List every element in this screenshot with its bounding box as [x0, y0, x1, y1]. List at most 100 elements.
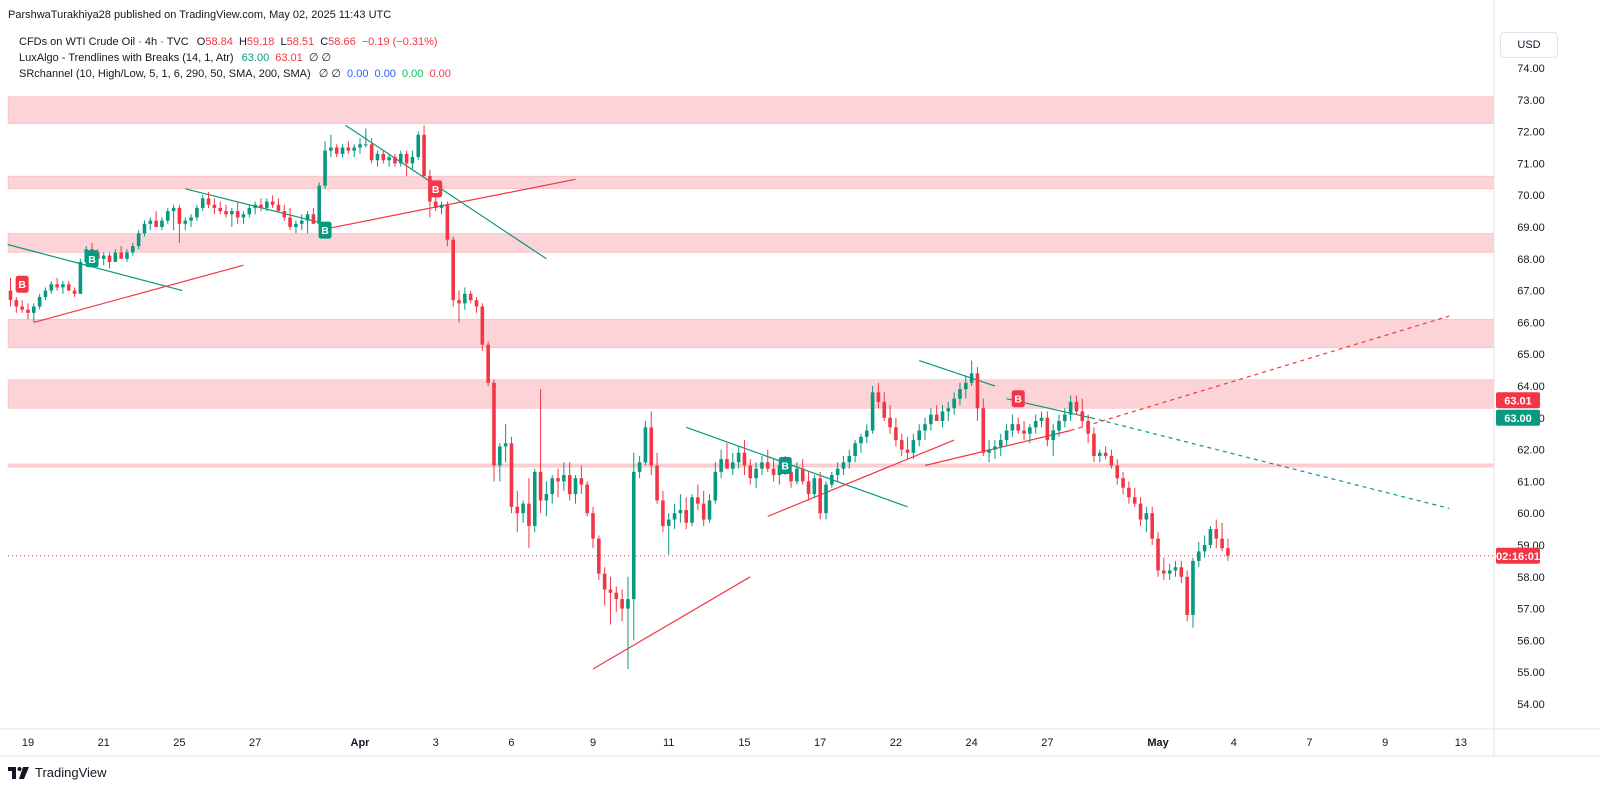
- candle: [859, 433, 863, 453]
- candle: [107, 252, 112, 269]
- price-axis-tag-bg: [1496, 547, 1540, 564]
- candle-body: [981, 408, 986, 453]
- candle: [509, 436, 514, 514]
- candle-body: [888, 417, 892, 428]
- indicator-name[interactable]: SRchannel (10, High/Low, 5, 1, 6, 290, 5…: [19, 68, 311, 80]
- currency-button[interactable]: USD: [1500, 32, 1558, 58]
- candle: [637, 455, 642, 479]
- candle-body: [998, 440, 1003, 447]
- candle: [742, 440, 747, 476]
- break-marker-label: B: [781, 461, 789, 473]
- candle: [43, 287, 48, 301]
- candle-body: [235, 211, 240, 218]
- candle: [608, 576, 613, 625]
- candle: [439, 201, 444, 215]
- candle-body: [369, 144, 374, 161]
- candle-body: [538, 471, 543, 501]
- candle-body: [748, 465, 753, 479]
- candle-body: [212, 204, 217, 208]
- candle-body: [131, 246, 135, 253]
- candle: [1208, 525, 1213, 549]
- price-axis-tag-label: 02:16:01: [1496, 551, 1540, 563]
- candle-body: [509, 443, 514, 507]
- break-marker: B: [778, 457, 792, 474]
- x-tick-label: 7: [1306, 737, 1312, 749]
- candle: [585, 481, 589, 517]
- candle-body: [37, 296, 42, 307]
- y-tick-label: 70.00: [1517, 190, 1545, 202]
- close-label: C: [320, 36, 329, 48]
- y-tick-label: 73.00: [1517, 95, 1545, 107]
- candle-body: [585, 484, 589, 514]
- footer-brand: TradingView: [8, 765, 107, 780]
- candle: [521, 500, 525, 523]
- x-tick-label: 19: [22, 737, 34, 749]
- candle: [830, 471, 834, 488]
- candle-body: [323, 150, 327, 186]
- candle-body: [1191, 560, 1195, 615]
- candle-body: [1115, 465, 1120, 479]
- candle-body: [620, 599, 624, 609]
- candle-body: [398, 153, 403, 164]
- candle-body: [20, 306, 24, 310]
- candle-body: [1127, 487, 1131, 498]
- y-tick-label: 55.00: [1517, 667, 1545, 679]
- candle-body: [107, 255, 112, 262]
- candle: [131, 242, 135, 256]
- candle-body: [66, 284, 71, 291]
- candle-body: [655, 465, 659, 501]
- support-trendline: [33, 264, 244, 323]
- candle-body: [1132, 497, 1137, 504]
- candle: [923, 417, 927, 441]
- candle-body: [474, 300, 479, 307]
- indicator-legend-row: SRchannel (10, High/Low, 5, 1, 6, 290, 5…: [19, 66, 451, 82]
- candle: [1028, 424, 1032, 444]
- candle: [1197, 541, 1201, 568]
- candle: [1010, 414, 1015, 437]
- candle: [1167, 564, 1172, 580]
- candle-body: [334, 147, 339, 154]
- candle-body: [562, 475, 566, 482]
- price-axis-tag-label: 63.01: [1504, 395, 1532, 407]
- candle: [195, 204, 199, 221]
- candle-body: [731, 462, 735, 469]
- candle-body: [690, 497, 694, 523]
- candle: [1109, 449, 1114, 469]
- candle-body: [253, 204, 257, 208]
- symbol-legend-row: CFDs on WTI Crude Oil · 4h · TVC O58.84 …: [19, 34, 451, 50]
- candle: [952, 392, 956, 415]
- candle: [748, 459, 753, 485]
- candle-body: [177, 207, 182, 224]
- candle: [725, 443, 729, 469]
- candle: [1063, 408, 1067, 428]
- candle: [503, 424, 508, 463]
- candle-body: [154, 220, 158, 227]
- candle-body: [824, 484, 828, 514]
- candle: [602, 567, 607, 606]
- candle: [1097, 449, 1102, 463]
- candle-body: [771, 468, 776, 476]
- candle-body: [43, 290, 48, 297]
- candle-body: [72, 290, 77, 294]
- candle-body: [416, 134, 421, 158]
- candle-body: [393, 157, 397, 164]
- candle: [474, 296, 479, 313]
- candle: [311, 207, 316, 224]
- candle: [532, 468, 537, 533]
- break-marker: B: [85, 250, 99, 268]
- break-marker-label: B: [321, 225, 329, 237]
- candle: [206, 192, 211, 208]
- candle-body: [1214, 529, 1219, 539]
- candle: [148, 217, 153, 231]
- candle: [492, 379, 496, 482]
- indicator-name[interactable]: LuxAlgo - Trendlines with Breaks (14, 1,…: [19, 52, 234, 64]
- candle-body: [806, 481, 811, 495]
- x-tick-label: 24: [966, 737, 978, 749]
- candles-layer: [8, 125, 1230, 670]
- x-tick-label: 27: [1041, 737, 1053, 749]
- candle: [20, 300, 24, 313]
- y-tick-label: 54.00: [1517, 699, 1545, 711]
- candle: [26, 303, 30, 320]
- symbol-name[interactable]: CFDs on WTI Crude Oil · 4h · TVC: [19, 36, 189, 48]
